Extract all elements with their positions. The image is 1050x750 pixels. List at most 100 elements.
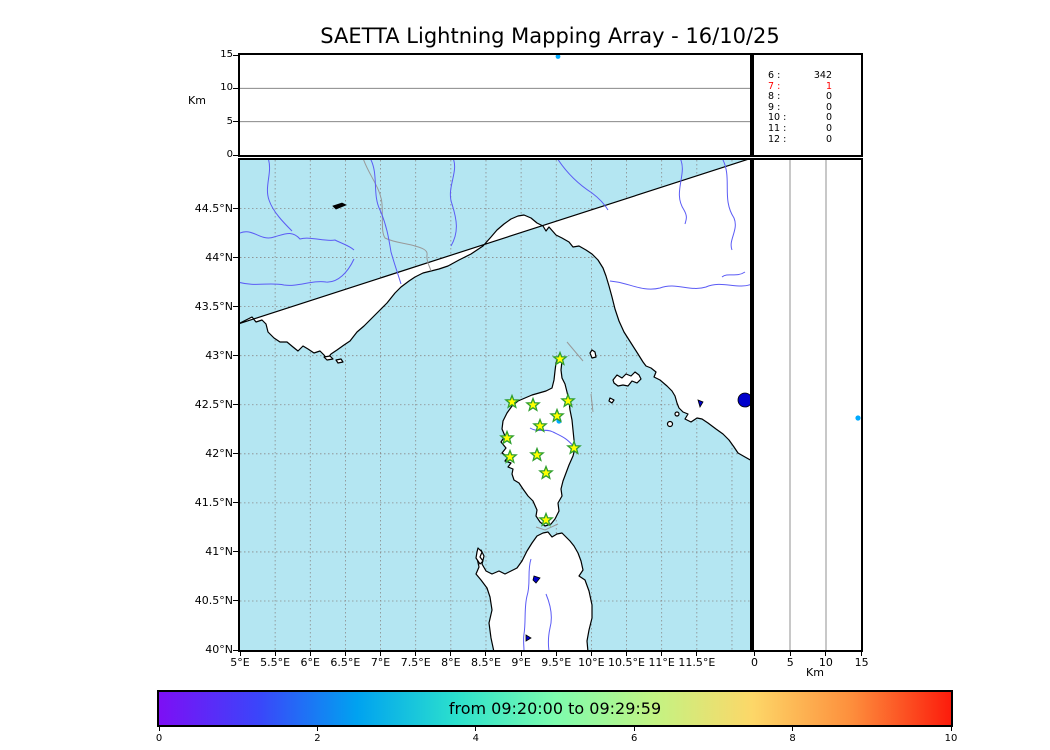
lma-station-marker [537,464,554,480]
lat-tick-label: 42°N [205,446,233,460]
axis-tick [590,650,592,656]
orbetello-lagoon [696,398,704,408]
elba-island [611,370,642,387]
altitude-longitude-panel [237,52,752,157]
lon-tick-label: 8.5°E [470,656,501,669]
axis-tick [633,727,635,731]
axis-tick [316,727,318,731]
station-id: 9 : [768,101,781,113]
sardinia-lake-1 [532,574,541,584]
station-id: 6 : [768,70,781,81]
altitude-xtick-label: 10 [818,656,833,669]
map-panel [237,157,752,652]
axis-tick [232,404,238,406]
lat-tick-label: 43.5°N [194,299,233,313]
station-id: 11 : [768,122,787,134]
country-borders [362,159,593,531]
station-source-count: 0 [825,133,832,145]
lat-tick-label: 44°N [205,250,233,264]
station-source-count: 0 [825,101,832,113]
axis-tick [825,650,827,656]
axis-tick [861,650,863,656]
axis-tick [344,650,346,656]
lma-station-marker [565,439,582,455]
altitude-longitude-plot [239,54,750,122]
landmasses [239,159,750,650]
altitude-axis-label-bottom: Km [806,666,824,679]
lon-tick-label: 7.5°E [400,656,431,669]
montecristo-island [666,420,673,427]
lon-tick-label: 9°E [511,656,531,669]
lakes [331,202,750,642]
lma-station-marker [537,511,554,527]
axis-tick [950,727,952,731]
lon-tick-label: 11.5°E [678,656,716,669]
altitude-ytick-label: 5 [226,115,233,127]
corsica-coast [499,353,576,527]
axis-tick [274,650,276,656]
lat-tick-label: 44.5°N [194,201,233,215]
axis-tick [380,650,382,656]
lake-bolsena [737,392,750,407]
time-colorbar: from 09:20:00 to 09:29:59 [157,690,953,727]
lake-serre-poncon [331,202,347,209]
station-source-count: 1 [825,80,832,92]
station-id: 7 : [768,80,781,92]
colorbar-tick-label: 10 [944,733,958,744]
lma-station-marker [531,417,548,433]
lma-station-marker [548,407,565,423]
lat-tick-label: 43°N [205,348,233,362]
map-plot [239,159,750,650]
axis-tick [232,551,238,553]
axis-tick [232,502,238,504]
lon-tick-label: 10°E [578,656,605,669]
axis-tick [232,355,238,357]
figure-title: SAETTA Lightning Mapping Array - 16/10/2… [320,24,780,48]
rivers [239,159,750,650]
altitude-latitude-panel [751,157,863,652]
sardinia-lake-2 [525,633,532,642]
lon-tick-label: 9.5°E [541,656,572,669]
lma-station-marker [551,350,568,366]
station-source-count: 0 [825,91,832,103]
lon-tick-label: 6°E [300,656,320,669]
axis-tick [309,650,311,656]
station-count-row: 6 : 342 [768,70,832,82]
mainland-coast [239,159,750,461]
station-count-row: 12 : 0 [768,133,832,146]
station-count-legend-panel [751,52,863,157]
altitude-ytick-label: 15 [220,49,233,60]
capraia-island [588,348,597,359]
station-id: 8 : [768,91,781,103]
station-count-row: 7 : 1 [768,80,832,93]
altitude-xtick-label: 5 [786,656,794,669]
altitude-ytick-label: 10 [220,82,233,94]
axis-tick [232,257,238,259]
axis-tick [232,649,238,651]
altitude-axis-label: Km [188,94,206,107]
altitude-xtick-label: 15 [854,656,869,669]
axis-tick [792,727,794,731]
lma-station-markers [498,350,582,527]
station-count-row: 10 : 0 [768,113,832,124]
altitude-latitude-plot [789,159,861,650]
lat-tick-label: 42.5°N [194,397,233,411]
time-window-label: from 09:20:00 to 09:29:59 [448,699,662,718]
colorbar-tick-label: 8 [789,733,796,744]
lat-tick-label: 41°N [205,544,233,558]
axis-tick [232,121,238,123]
axis-tick [450,650,452,656]
altitude-xtick-label: 0 [751,656,758,669]
lon-tick-label: 6.5°E [330,656,361,669]
lon-tick-label: 10.5°E [608,656,645,669]
lat-tick-label: 40.5°N [194,593,233,607]
station-id: 12 : [768,133,787,145]
station-source-count: 0 [825,112,832,124]
axis-tick [158,727,160,731]
colorbar-tick-label: 0 [155,733,163,744]
asinara-island [474,546,484,565]
axis-tick [232,154,238,156]
axis-tick [232,208,238,209]
station-source-count: 0 [825,122,832,134]
